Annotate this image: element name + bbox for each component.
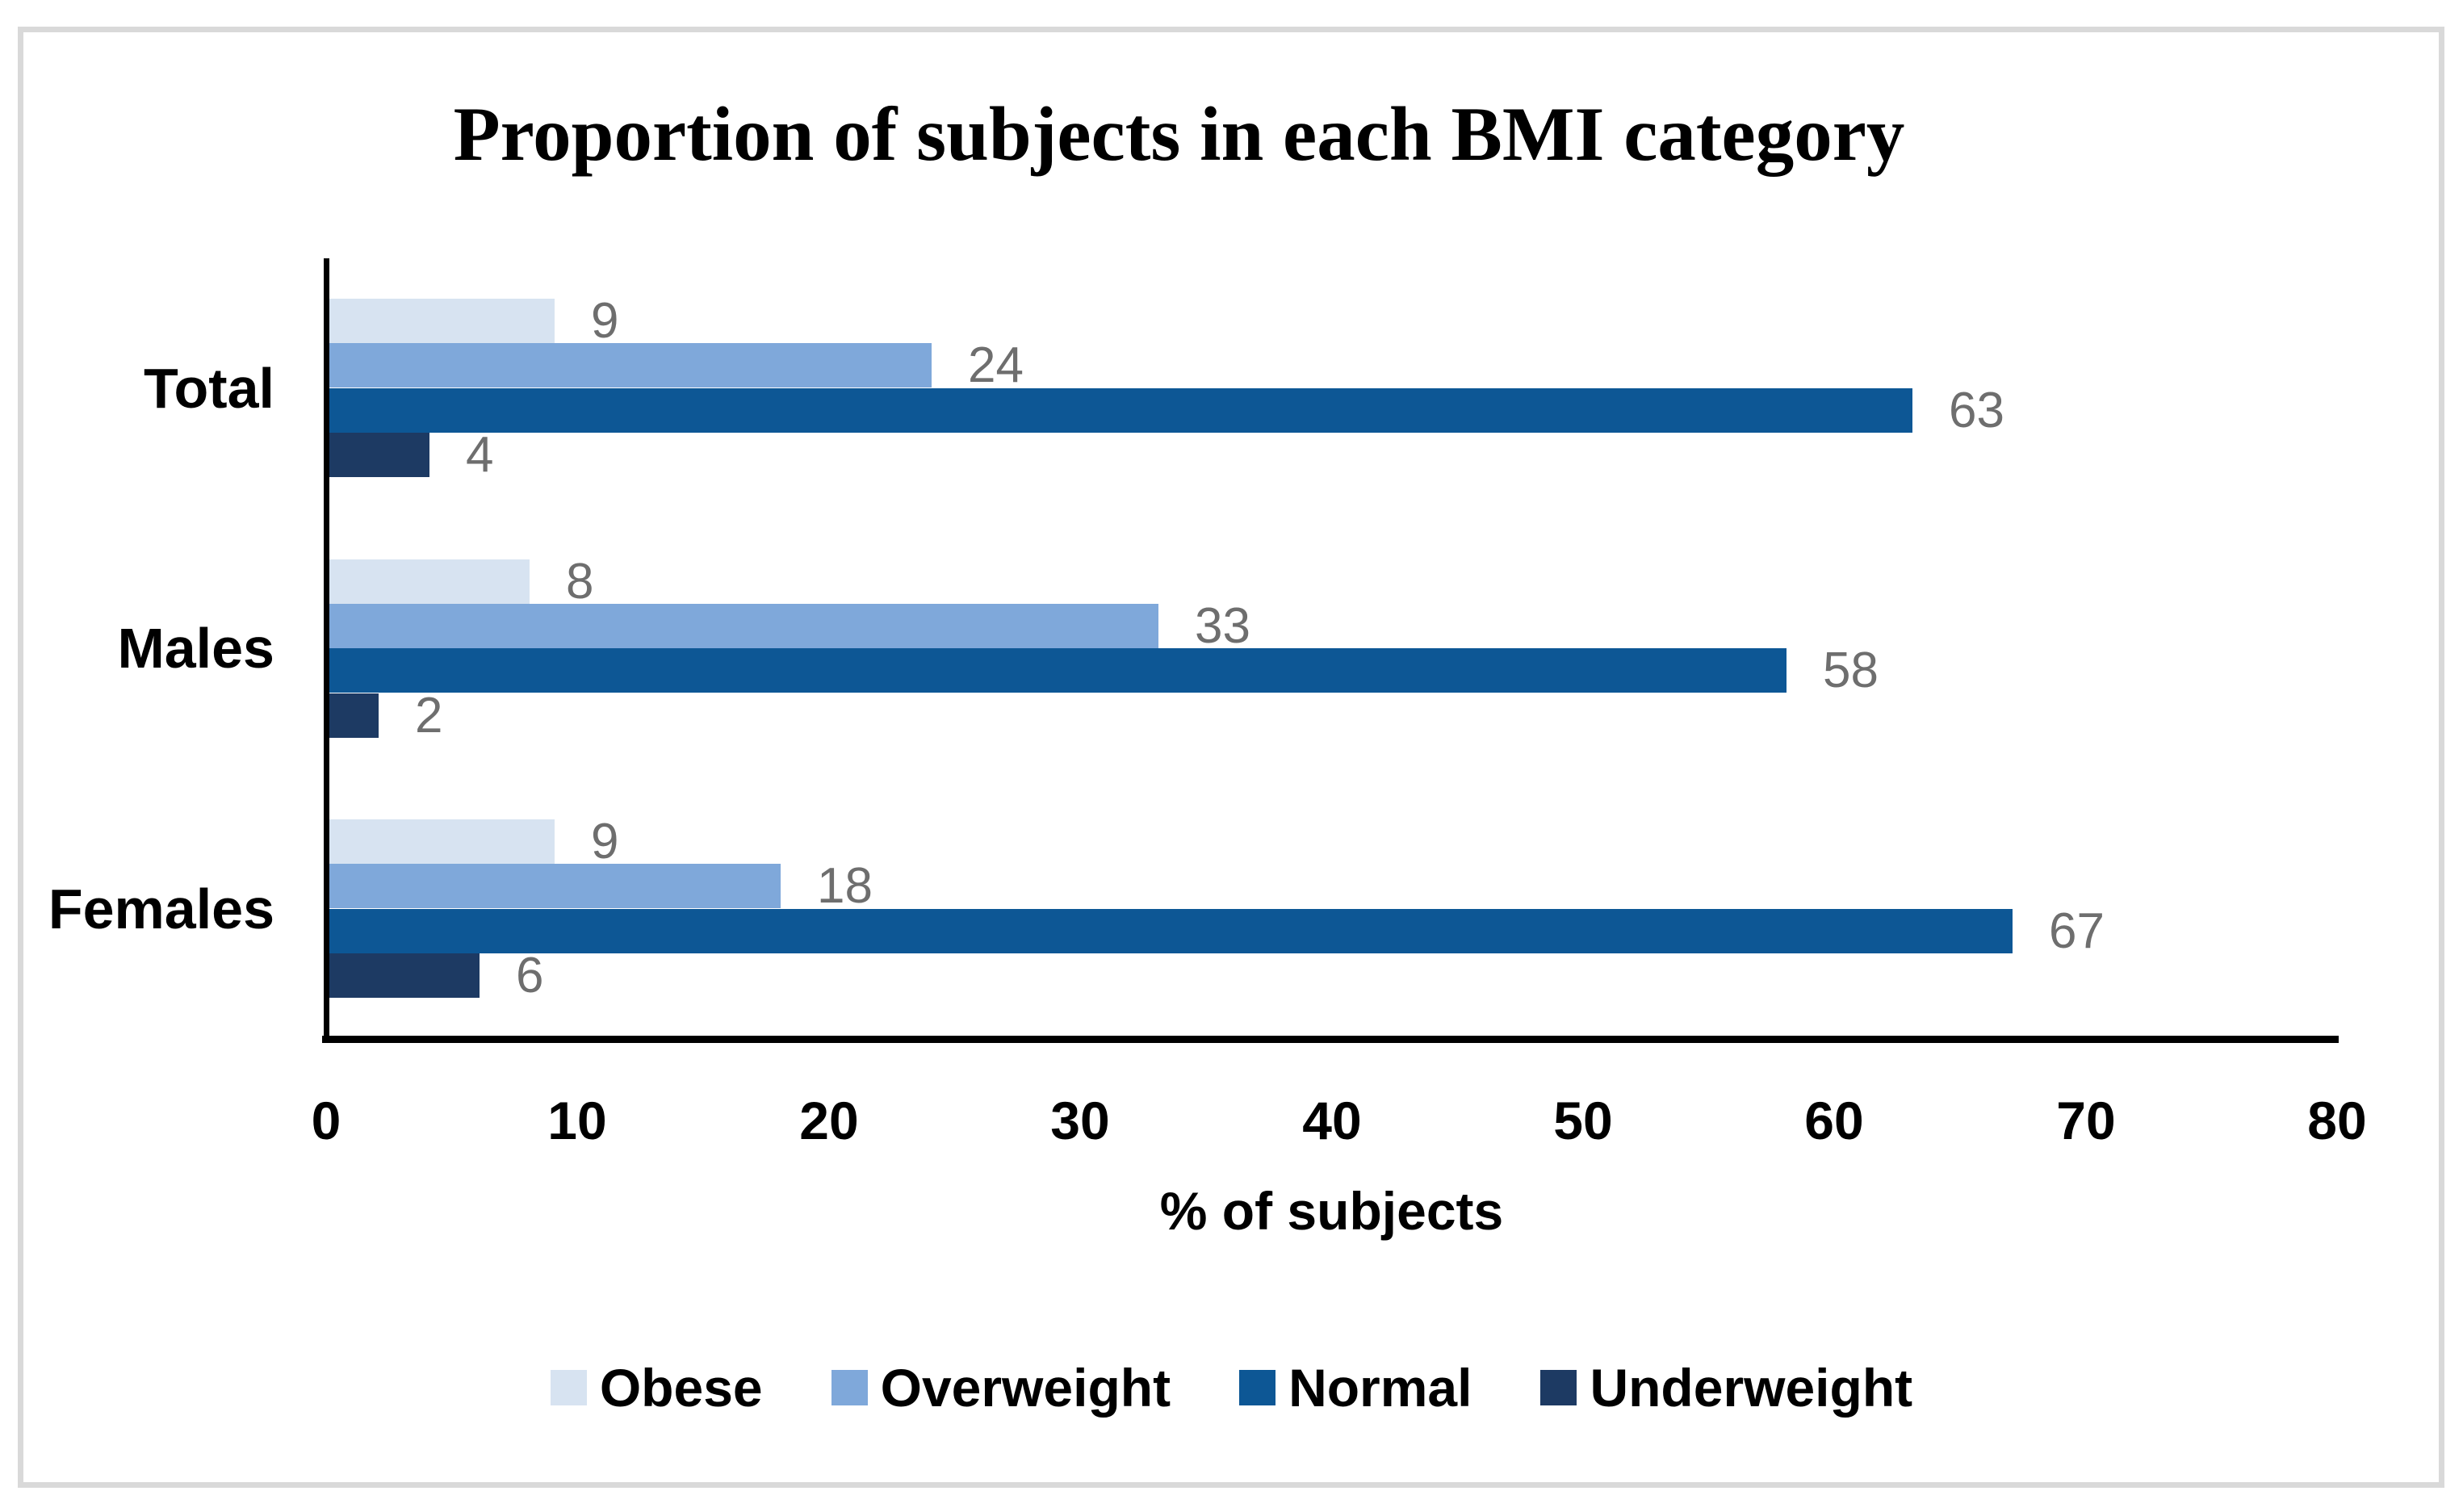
chart-border xyxy=(18,27,2444,1488)
legend-item: Obese xyxy=(550,1358,763,1418)
bar-value-label: 8 xyxy=(566,554,594,609)
bar-value-label: 18 xyxy=(817,858,873,914)
bar xyxy=(329,559,530,604)
legend: Obese Overweight Normal Underweight xyxy=(0,1361,2463,1414)
bar-value-label: 33 xyxy=(1195,598,1250,654)
bar xyxy=(329,648,1787,693)
bar xyxy=(329,299,555,343)
bar xyxy=(329,864,781,908)
x-tick-label: 80 xyxy=(2307,1091,2367,1150)
y-axis-line xyxy=(324,258,329,1038)
legend-item: Underweight xyxy=(1540,1361,1912,1414)
bar-value-label: 63 xyxy=(1949,383,2004,438)
category-label: Males xyxy=(117,617,274,681)
legend-label: Obese xyxy=(599,1358,763,1418)
x-axis-title: % of subjects xyxy=(1159,1181,1504,1241)
bar xyxy=(329,819,555,864)
legend-item: Normal xyxy=(1239,1361,1472,1414)
x-tick-label: 60 xyxy=(1804,1091,1864,1150)
bar-value-label: 4 xyxy=(466,427,494,483)
x-tick-label: 10 xyxy=(547,1091,607,1150)
legend-item: Overweight xyxy=(831,1361,1171,1414)
x-tick-label: 50 xyxy=(1553,1091,1613,1150)
x-tick-label: 20 xyxy=(799,1091,859,1150)
x-tick-label: 0 xyxy=(311,1091,341,1150)
x-tick-label: 40 xyxy=(1302,1091,1362,1150)
legend-swatch-icon xyxy=(550,1370,587,1405)
x-tick-label: 70 xyxy=(2056,1091,2116,1150)
legend-label: Underweight xyxy=(1590,1358,1913,1418)
bar xyxy=(329,693,379,738)
chart-title: Proportion of subjects in each BMI categ… xyxy=(453,91,1905,177)
legend-swatch-icon xyxy=(831,1370,868,1405)
bar-value-label: 9 xyxy=(591,814,619,869)
legend-swatch-icon xyxy=(1239,1370,1276,1405)
bar-value-label: 58 xyxy=(1823,643,1879,698)
bar xyxy=(329,343,932,387)
x-axis-line xyxy=(322,1036,2339,1043)
bar-value-label: 2 xyxy=(415,688,443,743)
legend-label: Overweight xyxy=(880,1358,1171,1418)
bar xyxy=(329,604,1158,648)
category-label: Females xyxy=(48,877,274,940)
bar xyxy=(329,953,480,998)
bar xyxy=(329,388,1912,433)
bar-value-label: 24 xyxy=(968,337,1024,393)
bar-value-label: 9 xyxy=(591,293,619,349)
category-label: Total xyxy=(143,356,274,420)
bar xyxy=(329,433,429,477)
bar-value-label: 6 xyxy=(516,948,544,1003)
bar-value-label: 67 xyxy=(2049,903,2105,959)
legend-swatch-icon xyxy=(1540,1370,1577,1405)
legend-label: Normal xyxy=(1288,1358,1472,1418)
x-tick-label: 30 xyxy=(1050,1091,1110,1150)
bar xyxy=(329,909,2013,953)
